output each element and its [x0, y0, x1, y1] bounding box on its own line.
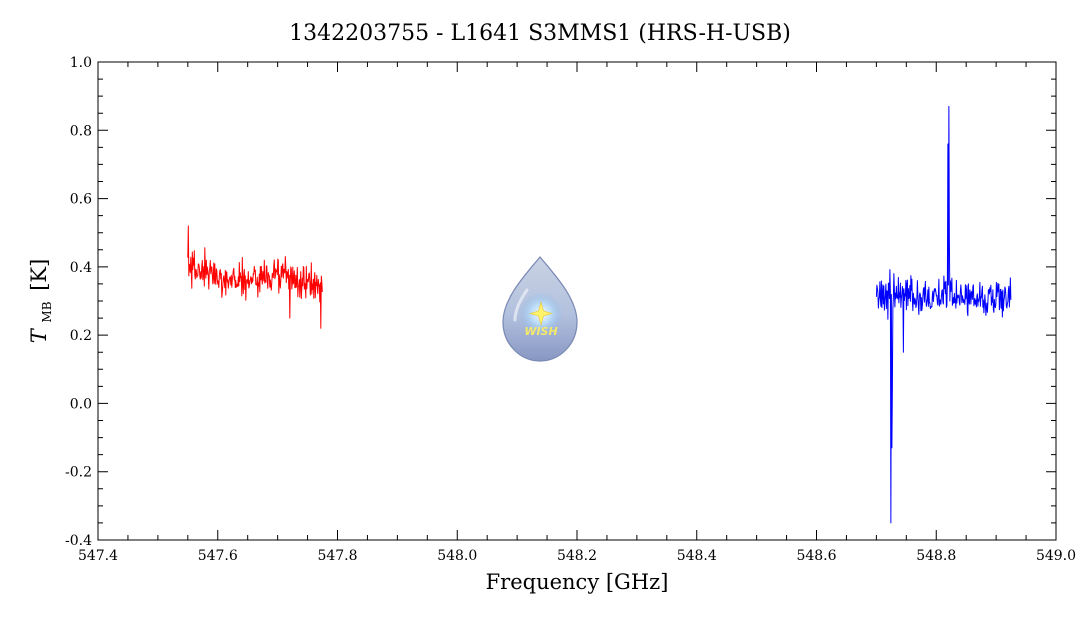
- logo-text: WISH: [524, 325, 557, 338]
- x-tick-label: 548.8: [916, 548, 956, 564]
- y-axis-symbol: T: [27, 327, 51, 343]
- axis-ticks: [97, 61, 1057, 541]
- x-axis-label: Frequency [GHz]: [486, 570, 669, 594]
- star-icon: [528, 300, 554, 327]
- x-tick-label: 548.0: [437, 548, 477, 564]
- y-tick-label: -0.4: [65, 533, 92, 549]
- y-axis-label: T MB [K]: [27, 259, 56, 344]
- svg-text:T MB [K]: T MB [K]: [27, 259, 56, 344]
- series-line-2: [875, 105, 1012, 524]
- x-tick-label: 549.0: [1036, 548, 1076, 564]
- tick-marks: [97, 61, 1057, 541]
- y-tick-labels: -0.4 -0.2 0.0 0.2 0.4 0.6 0.8 1.0: [65, 55, 92, 549]
- x-tick-label: 548.6: [796, 548, 836, 564]
- x-tick-label: 548.2: [557, 548, 597, 564]
- y-tick-label: 0.0: [70, 396, 92, 412]
- y-tick-label: 0.2: [70, 328, 92, 344]
- y-tick-label: 0.6: [70, 192, 92, 208]
- x-tick-label: 547.4: [78, 548, 118, 564]
- y-tick-label: 0.8: [70, 123, 92, 139]
- x-tick-labels: 547.4 547.6 547.8 548.0 548.2 548.4 548.6 548.8…: [78, 548, 1076, 564]
- series-line-1: [187, 225, 323, 329]
- y-axis-subscript: MB: [40, 301, 54, 322]
- y-tick-label: 1.0: [70, 55, 92, 71]
- wish-logo: WISH: [502, 256, 578, 362]
- chart-title: 1342203755 - L1641 S3MMS1 (HRS-H-USB): [289, 21, 791, 46]
- series-layer: [187, 105, 1012, 524]
- x-tick-label: 547.6: [198, 548, 238, 564]
- y-axis-unit: [K]: [27, 259, 51, 291]
- y-tick-label: 0.4: [70, 260, 92, 276]
- x-tick-label: 548.4: [677, 548, 717, 564]
- y-tick-label: -0.2: [65, 465, 92, 481]
- x-tick-label: 547.8: [317, 548, 357, 564]
